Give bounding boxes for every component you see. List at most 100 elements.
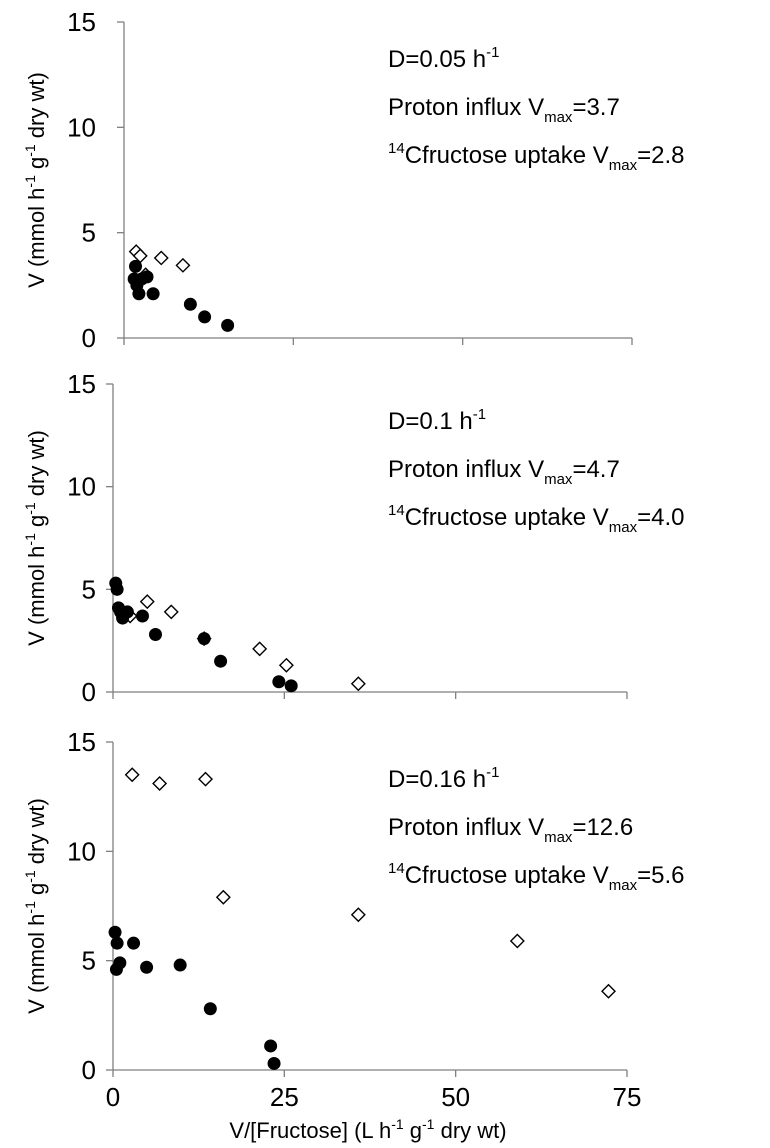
annotation-dilution-rate: D=0.05 h-1 bbox=[388, 44, 499, 73]
data-point-filled-circle bbox=[173, 958, 187, 972]
annotation-eq: = bbox=[572, 456, 586, 483]
y-axis-label-sup: -1 bbox=[22, 144, 38, 157]
annotation-unit: h bbox=[466, 46, 486, 73]
data-point-open-diamond bbox=[163, 604, 179, 620]
data-point-filled-circle bbox=[135, 609, 149, 623]
data-point-open-diamond bbox=[278, 657, 294, 673]
y-tick-label: 15 bbox=[67, 7, 96, 37]
data-point-open-diamond bbox=[153, 250, 169, 266]
annotation-sub: max bbox=[544, 109, 573, 126]
annotation-eq: = bbox=[637, 504, 651, 531]
y-tick-label: 10 bbox=[67, 836, 96, 866]
annotation-eq: = bbox=[637, 862, 651, 889]
y-tick-label: 0 bbox=[82, 1055, 96, 1085]
dilution-rate-value: 0.05 bbox=[419, 46, 466, 73]
y-tick-label: 5 bbox=[82, 946, 96, 976]
x-axis-label-sup: -1 bbox=[391, 1116, 404, 1132]
proton-vmax-value: 4.7 bbox=[586, 456, 619, 483]
annotation-eq: = bbox=[572, 94, 586, 121]
x-axis-label-main: V/[Fructose] (L h bbox=[229, 1118, 391, 1143]
x-tick-label: 0 bbox=[106, 1082, 120, 1112]
annotation-unit: h bbox=[453, 408, 473, 435]
annotation-eq: = bbox=[637, 142, 651, 169]
annotation-prefix: D= bbox=[388, 408, 419, 435]
y-tick-label: 0 bbox=[82, 323, 96, 353]
annotation-sub: max bbox=[544, 471, 573, 488]
data-point-filled-circle bbox=[110, 936, 124, 950]
annotation-sub: max bbox=[609, 519, 638, 536]
annotation-proton-label: Proton influx V bbox=[388, 94, 544, 121]
annotation-uptake-sup: 14 bbox=[388, 502, 405, 519]
y-axis-label-mid: g bbox=[24, 883, 49, 901]
data-point-filled-circle bbox=[284, 679, 298, 693]
proton-vmax-value: 12.6 bbox=[586, 814, 633, 841]
annotation-dilution-rate: D=0.16 h-1 bbox=[388, 764, 499, 793]
annotation-dilution-rate: D=0.1 h-1 bbox=[388, 406, 486, 435]
data-point-open-diamond bbox=[252, 641, 268, 657]
data-point-filled-circle bbox=[272, 675, 286, 689]
x-axis-label-mid: g bbox=[404, 1118, 422, 1143]
x-axis-label: V/[Fructose] (L h-1 g-1 dry wt) bbox=[229, 1116, 506, 1143]
y-axis-label-sup: -1 bbox=[22, 870, 38, 883]
y-axis-label-mid: g bbox=[24, 157, 49, 175]
y-tick-label: 15 bbox=[67, 369, 96, 399]
annotation-uptake-label: Cfructose uptake V bbox=[405, 504, 609, 531]
annotation-sub: max bbox=[609, 877, 638, 894]
uptake-vmax-value: 4.0 bbox=[651, 504, 684, 531]
annotation-prefix: D= bbox=[388, 766, 419, 793]
data-point-open-diamond bbox=[509, 933, 525, 949]
proton-vmax-value: 3.7 bbox=[586, 94, 619, 121]
data-point-filled-circle bbox=[140, 270, 154, 284]
annotation-uptake-sup: 14 bbox=[388, 140, 405, 157]
annotation-proton-influx: Proton influx Vmax=4.7 bbox=[388, 456, 620, 488]
data-point-filled-circle bbox=[197, 632, 211, 646]
data-point-filled-circle bbox=[148, 628, 162, 642]
annotation-proton-label: Proton influx V bbox=[388, 456, 544, 483]
y-axis-label-sup: -1 bbox=[22, 533, 38, 546]
annotation-proton-label: Proton influx V bbox=[388, 814, 544, 841]
data-point-filled-circle bbox=[146, 287, 160, 301]
annotation-sub: max bbox=[609, 157, 638, 174]
annotation-proton-influx: Proton influx Vmax=12.6 bbox=[388, 814, 633, 846]
y-tick-label: 5 bbox=[82, 574, 96, 604]
annotation-uptake-label: Cfructose uptake V bbox=[405, 142, 609, 169]
data-point-filled-circle bbox=[221, 318, 235, 332]
x-tick-label: 25 bbox=[270, 1082, 299, 1112]
annotation-unit-sup: -1 bbox=[486, 44, 499, 61]
annotation-unit-sup: -1 bbox=[486, 764, 499, 781]
y-axis-label: V (mmol h-1 g-1 dry wt) bbox=[22, 798, 49, 1014]
data-point-filled-circle bbox=[127, 936, 141, 950]
data-point-filled-circle bbox=[267, 1056, 281, 1070]
y-tick-label: 0 bbox=[82, 677, 96, 707]
data-point-open-diamond bbox=[124, 767, 140, 783]
data-point-filled-circle bbox=[110, 582, 124, 596]
data-point-filled-circle bbox=[108, 925, 122, 939]
y-tick-label: 10 bbox=[67, 112, 96, 142]
y-axis-label-main: V (mmol h bbox=[24, 546, 49, 646]
y-tick-label: 10 bbox=[67, 472, 96, 502]
data-point-open-diamond bbox=[215, 889, 231, 905]
y-axis-label-mid: g bbox=[24, 515, 49, 533]
annotation-eq: = bbox=[572, 814, 586, 841]
annotation-uptake-label: Cfructose uptake V bbox=[405, 862, 609, 889]
data-point-filled-circle bbox=[214, 654, 228, 668]
y-axis-label-main: V (mmol h bbox=[24, 188, 49, 288]
annotation-unit-sup: -1 bbox=[473, 406, 486, 423]
data-point-open-diamond bbox=[601, 983, 616, 999]
y-axis-label-end: dry wt) bbox=[24, 798, 49, 870]
dilution-rate-value: 0.16 bbox=[419, 766, 466, 793]
annotation-sub: max bbox=[544, 829, 573, 846]
data-point-open-diamond bbox=[139, 594, 155, 610]
y-axis-label: V (mmol h-1 g-1 dry wt) bbox=[22, 72, 49, 288]
annotation-fructose-uptake: 14Cfructose uptake Vmax=4.0 bbox=[388, 502, 685, 536]
data-point-filled-circle bbox=[183, 297, 197, 311]
data-point-filled-circle bbox=[120, 605, 134, 619]
data-point-filled-circle bbox=[264, 1039, 278, 1053]
data-point-open-diamond bbox=[175, 257, 191, 273]
data-point-filled-circle bbox=[109, 962, 123, 976]
data-point-open-diamond bbox=[152, 776, 168, 792]
y-axis-label-main: V (mmol h bbox=[24, 914, 49, 1014]
